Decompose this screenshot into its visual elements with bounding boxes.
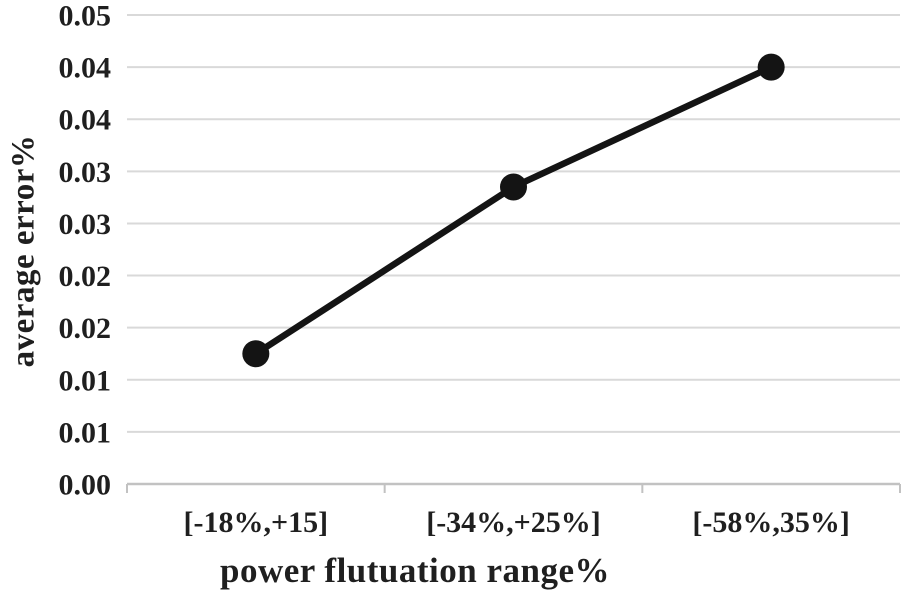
data-point-marker bbox=[242, 340, 270, 368]
y-tick-label: 0.03 bbox=[59, 156, 112, 189]
y-tick-label: 0.00 bbox=[59, 469, 112, 502]
y-tick-label: 0.02 bbox=[59, 312, 112, 345]
y-tick-label: 0.01 bbox=[59, 364, 112, 397]
y-tick-label: 0.01 bbox=[59, 416, 112, 449]
y-tick-label: 0.05 bbox=[59, 0, 112, 33]
y-axis-title: average error% bbox=[5, 134, 42, 368]
x-tick-label: [-34%,+25%] bbox=[426, 506, 601, 539]
data-point-marker bbox=[500, 173, 527, 201]
y-tick-label: 0.04 bbox=[59, 52, 112, 85]
data-point-marker bbox=[757, 53, 785, 81]
y-tick-label: 0.03 bbox=[59, 208, 112, 241]
x-tick-label: [-58%,35%] bbox=[692, 506, 849, 539]
x-axis-title: power flutuation range% bbox=[219, 551, 611, 590]
y-tick-label: 0.04 bbox=[59, 104, 112, 137]
y-tick-label: 0.02 bbox=[59, 260, 112, 293]
x-tick-label: [-18%,+15] bbox=[184, 506, 329, 539]
series-line bbox=[252, 63, 775, 357]
